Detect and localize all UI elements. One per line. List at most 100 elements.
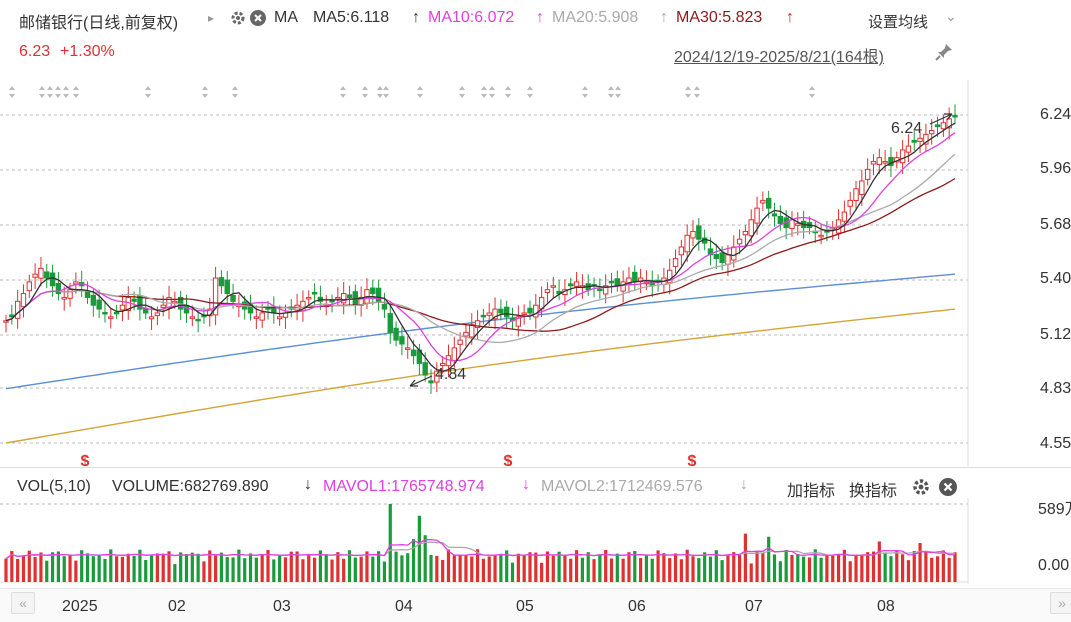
high-arrowhead (944, 113, 953, 121)
volume-chart[interactable] (0, 498, 970, 584)
volume-bar (505, 550, 509, 582)
candle-body (3, 320, 9, 323)
ma-long-blue-line (5, 273, 956, 390)
candle-body (14, 300, 21, 319)
volume-axis-zero: 0.00 (1038, 557, 1070, 574)
candle-body (690, 230, 696, 239)
swap-marker-icon (527, 86, 533, 98)
volume-bar (167, 551, 171, 582)
volume-bar (202, 561, 206, 582)
volume-bar (237, 549, 241, 582)
candle-body (370, 287, 376, 295)
title-expand-icon[interactable]: ▸ (208, 11, 215, 25)
volume-down-arrow: ↓ (304, 476, 312, 493)
switch-indicator-button[interactable]: 换指标 (849, 483, 898, 500)
candle-body (632, 271, 638, 283)
candle-body (731, 246, 737, 261)
chevron-down-icon[interactable]: ⌄ (945, 8, 957, 24)
swap-marker-icon (55, 86, 61, 98)
candle-body (346, 294, 353, 298)
candle-body (521, 312, 527, 315)
candle-body (428, 380, 434, 384)
candle-body (602, 285, 609, 295)
candle-body (614, 278, 621, 287)
candle-body (469, 324, 475, 338)
volume-bar (807, 557, 812, 582)
price-chart[interactable]: $ $ $ (0, 80, 970, 466)
candle-body (474, 320, 481, 329)
volume-value: VOLUME:682769.890 (112, 478, 269, 495)
volume-bar (353, 557, 357, 582)
ma20-line (5, 153, 956, 344)
volume-bar (737, 554, 742, 582)
candle-body (882, 161, 888, 164)
scroll-left-button[interactable]: « (11, 592, 35, 614)
candle-body (888, 156, 894, 166)
volume-bar (184, 554, 189, 582)
candle-body (32, 273, 38, 278)
volume-bar (755, 551, 759, 582)
volume-bar (947, 557, 951, 582)
volume-bar (784, 549, 788, 582)
candlesticks (3, 104, 958, 394)
volume-bar (115, 556, 119, 582)
swap-marker-icon (809, 86, 815, 98)
pin-icon[interactable] (934, 42, 954, 67)
candle-body (434, 370, 440, 383)
time-axis-label: 05 (516, 598, 534, 615)
scroll-right-button[interactable]: » (1050, 592, 1071, 614)
candle-body (463, 331, 469, 337)
volume-bar (545, 551, 550, 582)
candle-body (544, 289, 551, 293)
candle-body (113, 311, 120, 315)
volume-bar (703, 552, 707, 582)
candle-body (841, 211, 848, 222)
candle-body (917, 137, 923, 142)
swap-marker-icon (694, 86, 700, 98)
volume-bar (39, 552, 43, 582)
ma-close-icon[interactable] (249, 9, 267, 32)
volume-bar (266, 549, 270, 582)
swap-marker-icon (9, 86, 15, 98)
event-markers (9, 86, 815, 98)
stock-title[interactable]: 邮储银行(日线,前复权) (19, 15, 179, 32)
volume-bar (120, 556, 125, 582)
volume-bar (307, 553, 311, 582)
candle-body (108, 316, 114, 319)
add-indicator-button[interactable]: 加指标 (787, 483, 836, 500)
candle-body (486, 312, 492, 316)
candle-body (946, 118, 952, 129)
volume-bar (924, 551, 928, 582)
volume-bar (941, 550, 945, 582)
price-axis-label: 4.83 (1040, 380, 1071, 397)
candle-body (533, 304, 539, 318)
candle-body (765, 197, 772, 209)
date-range[interactable]: 2024/12/19-2025/8/21(164根) (674, 49, 884, 66)
volume-bar (586, 552, 590, 582)
ma20-up-arrow: ↑ (660, 9, 668, 26)
swap-marker-icon (362, 86, 368, 98)
candle-body (795, 223, 801, 226)
candle-body (597, 288, 603, 292)
ma5-up-arrow: ↑ (412, 9, 420, 26)
ma-settings-button[interactable]: 设置均线 (868, 14, 929, 31)
volume-bar (691, 556, 695, 582)
volume-bar (522, 554, 526, 582)
mavol1-line (5, 538, 956, 560)
swap-marker-icon (232, 86, 238, 98)
gear-icon[interactable] (911, 477, 931, 502)
ma-settings-gear-icon[interactable] (229, 9, 247, 32)
candle-body (905, 145, 912, 153)
swap-marker-icon (615, 86, 621, 98)
candle-body (719, 252, 725, 264)
time-axis-label: 02 (168, 598, 186, 615)
volume-bar (633, 550, 637, 582)
swap-marker-icon (73, 86, 79, 98)
candle-body (387, 313, 393, 333)
volume-bar (574, 550, 579, 582)
candle-body (929, 130, 935, 135)
close-icon[interactable] (938, 477, 958, 502)
dividend-marker: $ (504, 453, 513, 466)
volume-bar (528, 552, 532, 582)
candle-body (195, 318, 201, 322)
